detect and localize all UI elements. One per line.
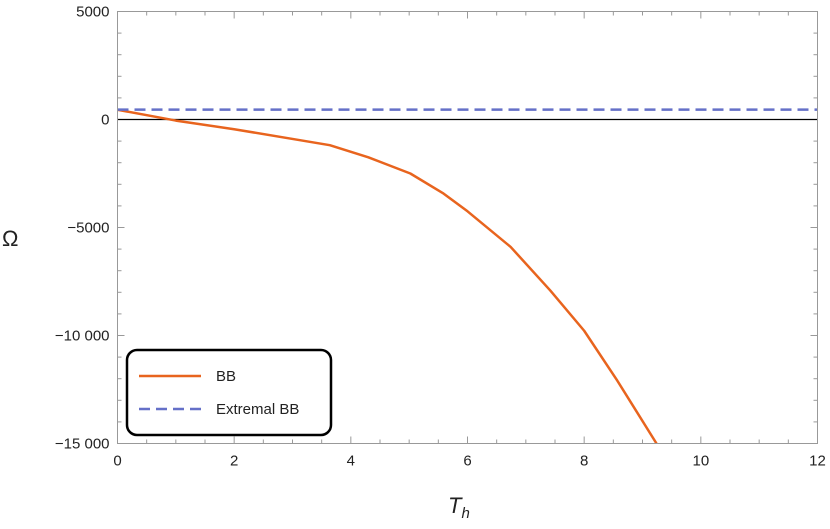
legend-label-extremal-bb: Extremal BB <box>216 401 299 418</box>
x-tick-label: 0 <box>113 453 121 470</box>
y-tick-label: 5000 <box>76 4 109 21</box>
x-tick-label: 8 <box>580 453 588 470</box>
legend: BB Extremal BB <box>125 348 333 437</box>
y-tick-label: 0 <box>101 112 109 129</box>
y-axis-label: Ω <box>2 226 18 251</box>
x-tick-label: 6 <box>463 453 471 470</box>
x-tick-label: 2 <box>230 453 238 470</box>
legend-box <box>125 348 333 437</box>
y-tick-label: −15 000 <box>55 436 110 453</box>
plot-frame <box>117 11 818 444</box>
legend-label-bb: BB <box>216 368 236 385</box>
y-tick-label: −10 000 <box>55 328 110 345</box>
series-line-bb <box>117 108 658 445</box>
x-axis-label: Th <box>448 493 470 522</box>
x-tick-label: 12 <box>809 453 826 470</box>
y-tick-label: −5000 <box>67 220 109 237</box>
x-tick-label: 4 <box>347 453 355 470</box>
x-tick-label: 10 <box>692 453 709 470</box>
